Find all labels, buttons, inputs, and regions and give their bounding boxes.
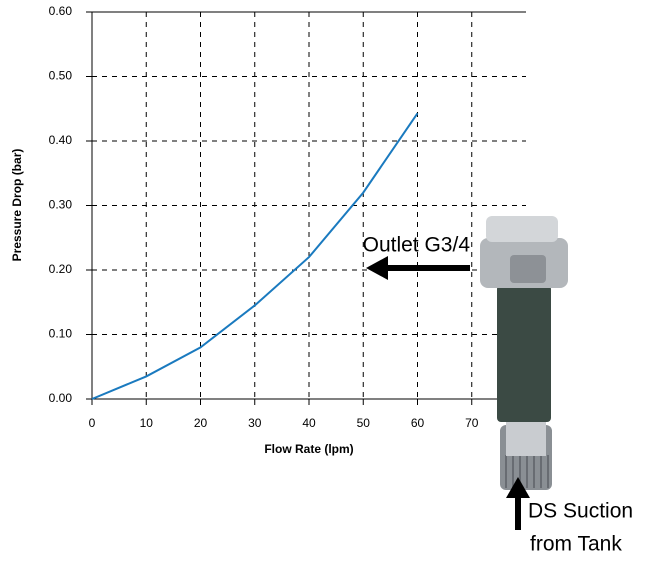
x-axis-label: Flow Rate (lpm) (264, 442, 353, 456)
filter-cap (486, 216, 558, 242)
filter-body (497, 285, 551, 422)
x-tick-label: 30 (248, 416, 262, 430)
y-axis-label: Pressure Drop (bar) (10, 149, 24, 262)
x-tick-label: 10 (140, 416, 154, 430)
x-tick-label: 70 (465, 416, 479, 430)
outlet-port (510, 255, 546, 283)
annotation: from Tank (530, 533, 622, 556)
y-tick-label: 0.10 (49, 327, 73, 341)
arrow-head (506, 477, 530, 498)
annotation: Outlet G3/4 (363, 234, 471, 257)
x-tick-label: 60 (411, 416, 425, 430)
y-tick-label: 0.50 (49, 69, 73, 83)
x-tick-label: 20 (194, 416, 208, 430)
x-tick-label: 50 (357, 416, 371, 430)
filter-image (480, 216, 568, 490)
y-tick-label: 0.40 (49, 133, 73, 147)
x-tick-label: 0 (89, 416, 96, 430)
arrow-head (366, 256, 388, 280)
annotation: DS Suction (528, 500, 633, 523)
strainer-mesh (505, 455, 549, 488)
y-tick-label: 0.00 (49, 391, 73, 405)
y-tick-label: 0.60 (49, 4, 73, 18)
x-tick-label: 40 (302, 416, 316, 430)
y-tick-label: 0.30 (49, 198, 73, 212)
lower-tube (506, 418, 546, 456)
line (91, 112, 419, 400)
y-tick-label: 0.20 (49, 262, 73, 276)
